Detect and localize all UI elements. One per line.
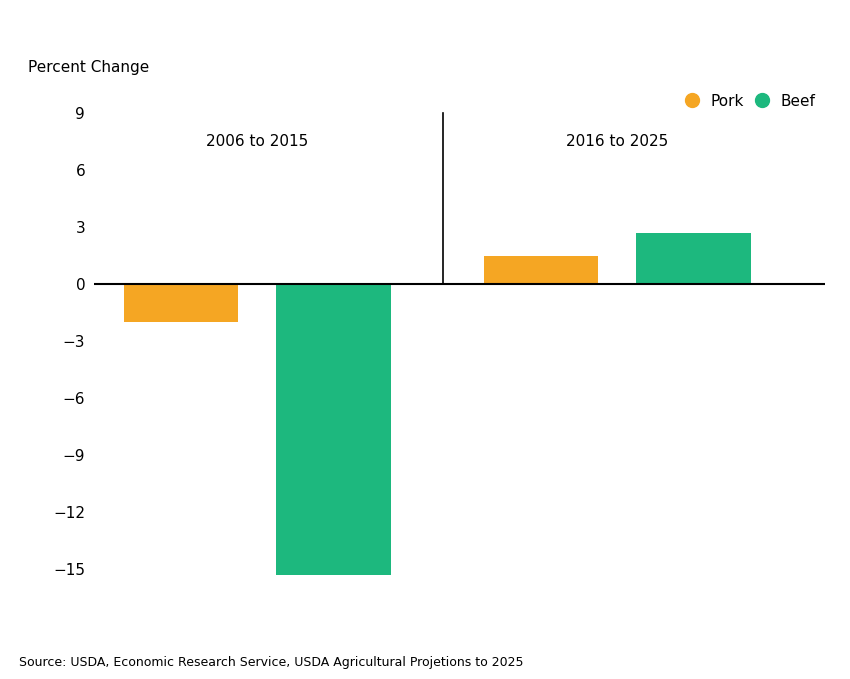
- Text: U.S. per-capita meat consumption, historial and projected changes by decade: U.S. per-capita meat consumption, histor…: [19, 30, 844, 49]
- Bar: [637, 233, 751, 285]
- Text: Percent Change: Percent Change: [28, 60, 149, 75]
- Text: Source: USDA, Economic Research Service, USDA Agricultural Projetions to 2025: Source: USDA, Economic Research Service,…: [19, 656, 524, 669]
- Legend: Pork, Beef: Pork, Beef: [680, 88, 821, 115]
- Bar: [276, 285, 391, 574]
- Text: 2016 to 2025: 2016 to 2025: [566, 134, 668, 149]
- Bar: [484, 256, 598, 285]
- Bar: [123, 285, 238, 323]
- Text: 2006 to 2015: 2006 to 2015: [206, 134, 309, 149]
